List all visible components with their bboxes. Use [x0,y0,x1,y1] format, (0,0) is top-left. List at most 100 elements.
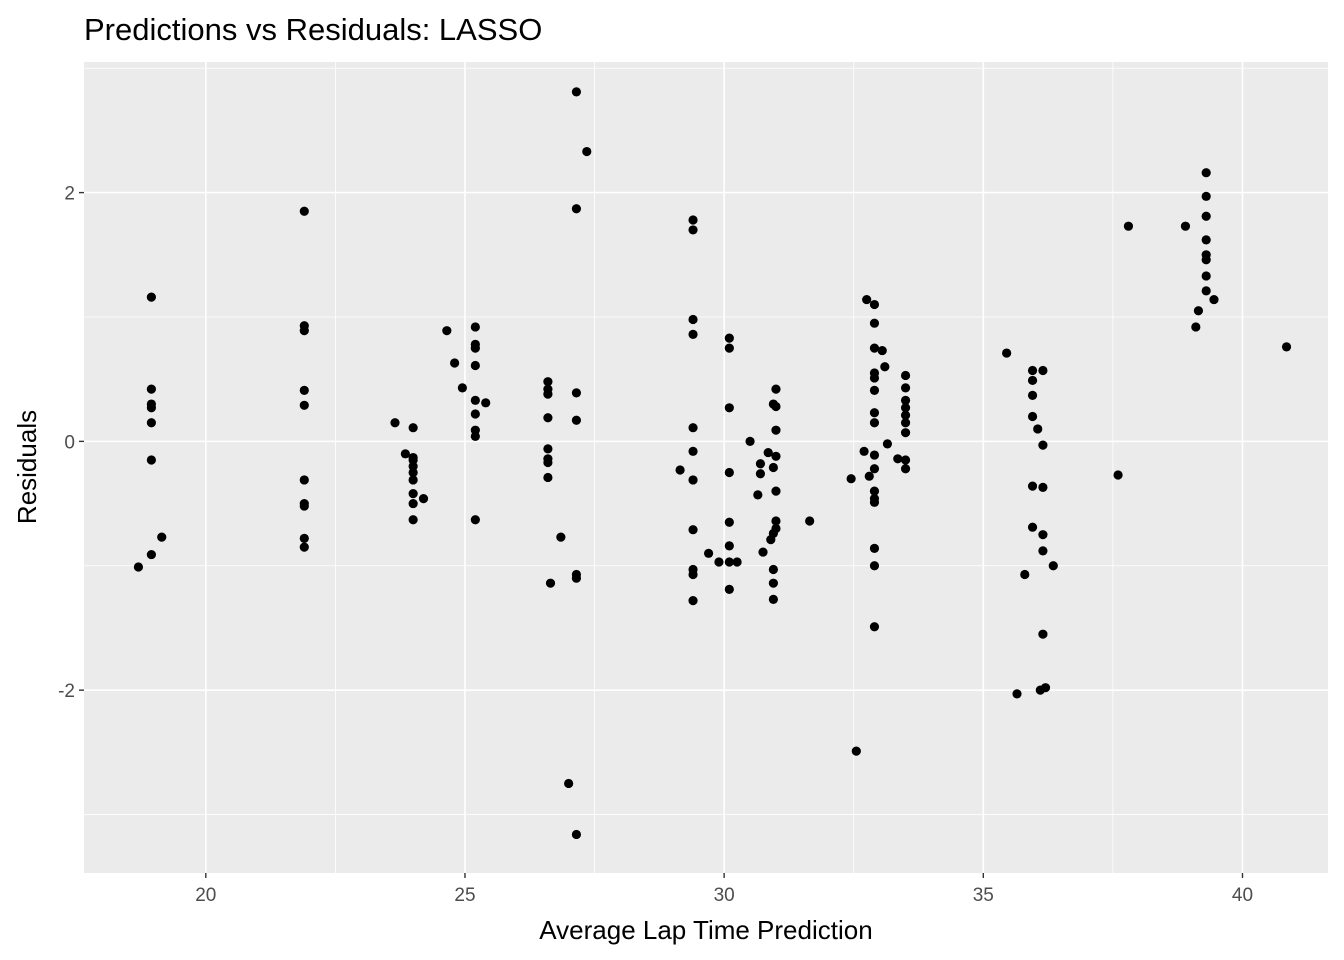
data-point [1020,569,1030,580]
data-point [408,423,418,433]
data-point [869,464,880,474]
data-point [1201,235,1211,245]
major-gridlines [84,62,1328,873]
data-point [869,622,880,632]
data-point [543,444,553,454]
data-point [724,333,734,343]
data-point [763,447,773,458]
data-point [1201,191,1211,201]
data-point [900,464,911,474]
x-tick-label: 35 [973,885,994,906]
data-point [851,746,861,756]
data-point [470,515,480,525]
data-point [556,532,566,542]
data-point [133,562,144,572]
data-point [688,569,698,580]
data-point [877,345,887,356]
data-point [724,584,734,594]
data-point [869,561,880,571]
minor-gridlines [84,62,1328,873]
data-point [457,383,467,393]
data-point [1048,561,1058,571]
data-point [900,383,911,393]
data-point [470,431,480,442]
data-point [571,829,582,840]
data-point [543,413,553,423]
data-point [146,384,156,394]
data-point [470,343,480,353]
data-point [408,467,418,478]
data-point [1002,348,1012,358]
x-tick-label: 20 [195,885,216,906]
y-axis-title: Residuals [12,410,42,524]
data-point [771,523,781,534]
data-point [768,578,778,588]
data-point [470,395,480,405]
data-point [571,415,582,425]
data-point [571,388,582,398]
data-point [768,462,778,473]
data-point [846,474,856,484]
data-point [688,423,698,433]
data-point [146,455,156,465]
data-point [688,215,698,225]
data-point [1201,168,1211,178]
data-point [571,87,582,97]
data-point [724,541,734,551]
y-tick-label: 0 [64,432,75,453]
data-point [1038,629,1048,639]
data-point [418,493,429,504]
data-point [880,362,890,372]
data-point [771,425,781,435]
x-axis-title: Average Lap Time Prediction [539,915,872,945]
data-point [768,594,778,604]
data-point [869,373,880,383]
x-tick-label: 30 [714,885,735,906]
data-point [771,486,781,496]
data-point [1123,221,1134,231]
data-point [390,418,400,428]
data-point [771,401,781,412]
plot-panel [84,62,1328,873]
data-point [771,384,781,394]
data-point [805,516,815,526]
data-point [869,486,880,496]
data-point [157,532,167,542]
data-point [1201,286,1211,296]
data-point [408,498,418,509]
data-point [543,389,553,399]
data-point [408,515,418,525]
data-point [1209,294,1219,305]
data-point [755,459,766,469]
data-point [1201,211,1211,221]
data-point [470,322,480,332]
data-point [299,400,309,410]
data-point [1201,271,1211,281]
x-tick-label: 25 [454,885,475,906]
data-point [758,547,768,557]
data-point [862,294,872,305]
data-point [755,469,766,479]
data-point [869,343,880,353]
data-point [869,418,880,428]
data-point [688,475,698,485]
data-point [688,595,698,606]
data-point [771,451,781,461]
data-point [745,436,755,446]
data-point [299,501,309,511]
data-point [768,564,778,575]
data-points [133,87,1292,840]
data-point [864,471,874,481]
data-point [1033,424,1043,434]
data-point [1180,221,1191,231]
data-point [545,578,556,588]
data-point [299,326,309,336]
data-point [1027,365,1038,376]
data-point [900,455,911,465]
data-point [869,385,880,395]
data-point [882,439,893,449]
data-point [1191,322,1201,332]
chart-title: Predictions vs Residuals: LASSO [84,12,542,47]
data-point [450,358,460,368]
